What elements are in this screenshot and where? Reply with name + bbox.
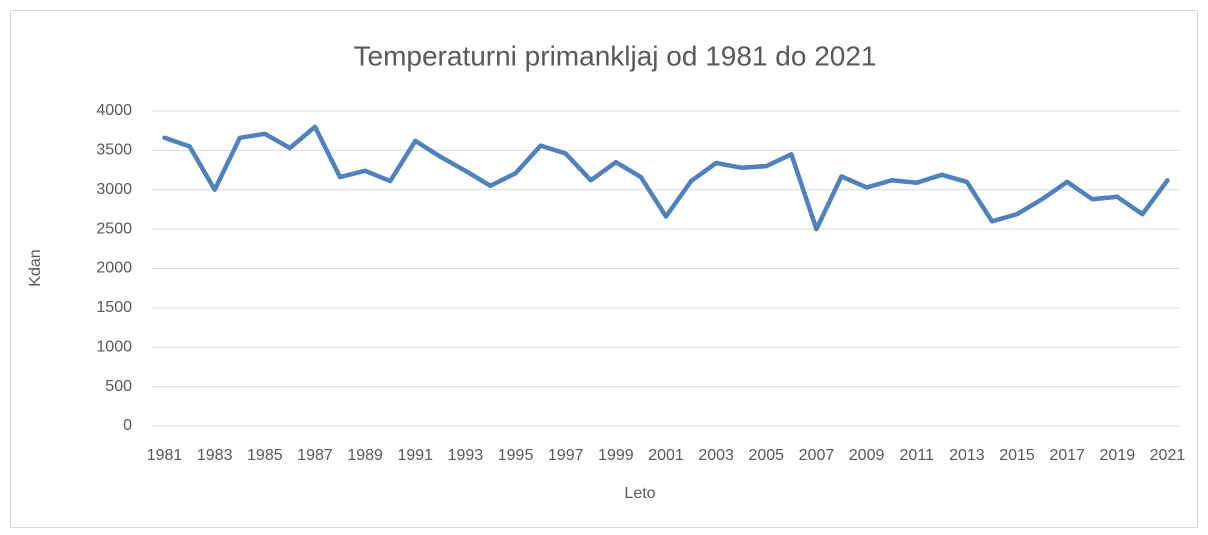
x-tick-label: 1991 xyxy=(397,447,433,464)
chart-title: Temperaturni primankljaj od 1981 do 2021 xyxy=(354,40,877,71)
y-tick-label: 3000 xyxy=(96,181,132,198)
line-series xyxy=(162,124,1170,232)
x-tick-label: 1995 xyxy=(498,447,534,464)
y-axis-label: Kdan xyxy=(27,249,44,286)
x-tick-label: 2011 xyxy=(900,447,935,464)
x-tick-label: 1989 xyxy=(347,447,383,464)
x-tick-label: 2003 xyxy=(698,447,734,464)
x-tick-label: 2015 xyxy=(999,447,1035,464)
x-axis-label: Leto xyxy=(624,485,655,502)
y-tick-label: 1000 xyxy=(96,338,132,355)
x-tick-label: 1981 xyxy=(147,447,183,464)
x-tick-label: 1987 xyxy=(297,447,333,464)
x-tick-label: 1999 xyxy=(598,447,634,464)
x-tick-label: 2009 xyxy=(849,447,885,464)
y-tick-label: 3500 xyxy=(96,142,132,159)
x-tick-label: 2005 xyxy=(748,447,784,464)
y-tick-label: 1500 xyxy=(96,299,132,316)
y-tick-label: 4000 xyxy=(96,102,132,119)
x-tick-label: 1985 xyxy=(247,447,283,464)
x-tick-label: 2013 xyxy=(949,447,985,464)
x-tick-label: 1993 xyxy=(448,447,484,464)
x-tick-label: 1983 xyxy=(197,447,233,464)
x-tick-label: 2001 xyxy=(648,447,684,464)
y-tick-label: 0 xyxy=(123,417,132,434)
x-tick-label: 2007 xyxy=(799,447,835,464)
y-tick-label: 500 xyxy=(105,378,132,395)
x-tick-label: 1997 xyxy=(548,447,584,464)
x-tick-label: 2021 xyxy=(1150,447,1186,464)
y-tick-label: 2000 xyxy=(96,260,132,277)
x-tick-label: 2017 xyxy=(1049,447,1085,464)
x-tick-label: 2019 xyxy=(1100,447,1136,464)
y-tick-label: 2500 xyxy=(96,220,132,237)
